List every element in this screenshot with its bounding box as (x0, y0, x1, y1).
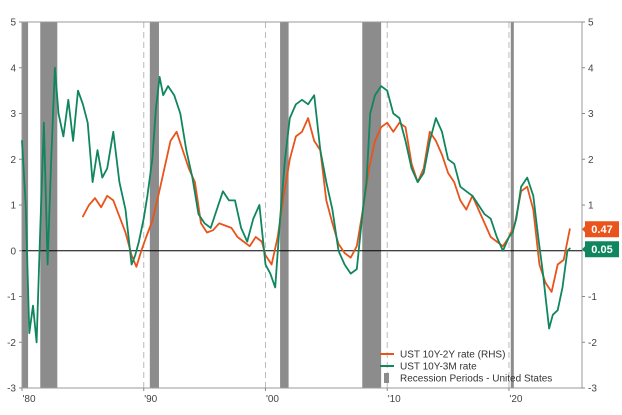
y-tick-label-left: 5 (10, 18, 16, 29)
series-line-ust-10y-2y (82, 117, 571, 293)
y-tick-label-left: -1 (7, 292, 16, 303)
y-tick-label-left: 4 (10, 63, 16, 74)
recession-bar (280, 22, 289, 388)
x-tick-label: '80 (22, 394, 35, 405)
legend-label: Recession Periods - United States (400, 374, 552, 385)
end-value-badge-bg (585, 241, 619, 258)
x-tick-label: '90 (144, 394, 157, 405)
y-tick-label-right: 4 (588, 63, 594, 74)
x-tick-label: '10 (388, 394, 401, 405)
legend-label: UST 10Y-2Y rate (RHS) (400, 350, 505, 361)
x-tick-label: '00 (266, 394, 279, 405)
y-tick-label-left: 0 (10, 246, 16, 257)
y-tick-label-left: 1 (10, 201, 16, 212)
y-tick-label-right: 3 (588, 109, 594, 120)
end-value-badge-text: 0.47 (591, 224, 612, 236)
end-value-badge-text: 0.05 (591, 244, 612, 256)
end-value-badge-pointer (582, 225, 586, 234)
y-tick-label-right: -3 (588, 384, 597, 395)
recession-bar (510, 22, 514, 388)
legend-swatch-bar (384, 373, 389, 383)
x-tick-label: '20 (509, 394, 522, 405)
y-tick-label-left: 2 (10, 155, 16, 166)
y-tick-label-right: -1 (588, 292, 597, 303)
end-value-badge-pointer (582, 245, 586, 254)
y-tick-label-right: 5 (588, 18, 594, 29)
y-tick-label-right: 1 (588, 201, 594, 212)
recession-bar (149, 22, 159, 388)
recession-bar (362, 22, 382, 388)
y-tick-label-left: -2 (7, 338, 16, 349)
legend-label: UST 10Y-3M rate (400, 362, 477, 373)
end-value-badge: 0.05 (582, 241, 619, 258)
y-tick-label-right: 2 (588, 155, 594, 166)
y-tick-label-left: -3 (7, 384, 16, 395)
series-line-ust-10y-3m (21, 66, 571, 344)
legend: UST 10Y-2Y rate (RHS)UST 10Y-3M rateRece… (380, 350, 552, 385)
end-value-badge: 0.47 (582, 221, 619, 238)
end-value-badge-bg (585, 221, 619, 238)
y-tick-label-left: 3 (10, 109, 16, 120)
y-tick-label-right: -2 (588, 338, 597, 349)
plot-frame (21, 21, 583, 389)
